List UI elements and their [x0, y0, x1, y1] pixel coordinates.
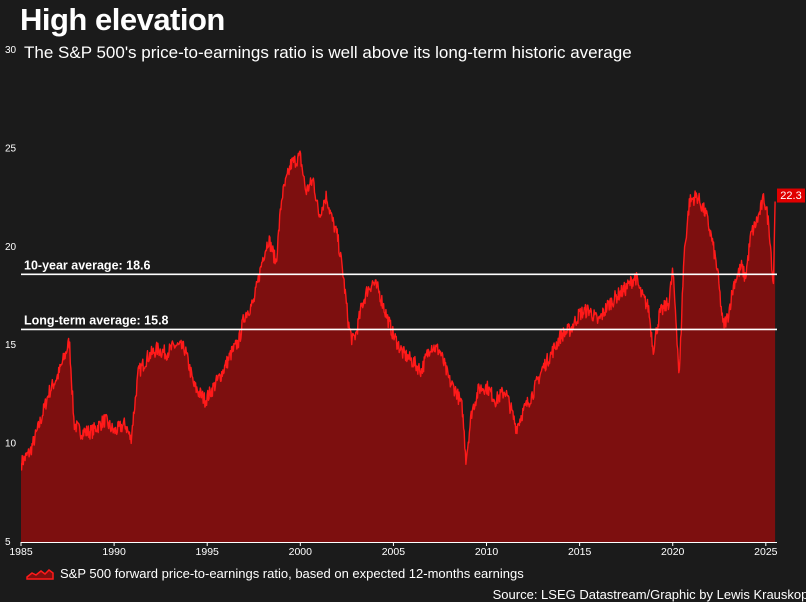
- y-tick-label: 25: [5, 143, 17, 154]
- last-value-label: 22.3: [780, 190, 801, 202]
- y-tick-label: 30: [5, 45, 17, 56]
- source-credit: Source: LSEG Datastream/Graphic by Lewis…: [492, 587, 806, 602]
- y-tick-label: 5: [5, 537, 11, 548]
- legend: S&P 500 forward price-to-earnings ratio,…: [26, 566, 524, 581]
- reference-line-label: Long-term average: 15.8: [24, 313, 169, 327]
- legend-label: S&P 500 forward price-to-earnings ratio,…: [60, 566, 524, 581]
- reference-line-label: 10-year average: 18.6: [24, 258, 151, 272]
- y-axis: 5 10 15 20 25 30: [5, 45, 17, 548]
- x-tick-label: 2010: [475, 546, 499, 558]
- last-value-group: 22.3: [777, 188, 805, 203]
- series-group: [21, 150, 776, 542]
- x-tick-label: 2000: [289, 546, 313, 558]
- x-tick-label: 2025: [754, 546, 778, 558]
- x-tick-label: 1985: [9, 546, 33, 558]
- chart-title: High elevation: [20, 2, 225, 37]
- x-tick-label: 1995: [196, 546, 220, 558]
- x-tick-label: 2005: [382, 546, 406, 558]
- series-line: [21, 150, 776, 471]
- y-tick-label: 10: [5, 439, 17, 450]
- x-tick-label: 2020: [661, 546, 685, 558]
- legend-swatch: [26, 568, 54, 580]
- reference-lines: 10-year average: 18.6 Long-term average: …: [21, 258, 777, 331]
- y-tick-label: 15: [5, 340, 17, 351]
- x-tick-label: 2015: [568, 546, 592, 558]
- x-tick-label: 1990: [102, 546, 126, 558]
- x-axis: 1985 1990 1995 2000 2005 2010 2015 2020 2025: [9, 542, 778, 558]
- chart-subtitle: The S&P 500's price-to-earnings ratio is…: [24, 43, 632, 62]
- last-value-box: [777, 188, 805, 203]
- y-tick-label: 20: [5, 242, 17, 253]
